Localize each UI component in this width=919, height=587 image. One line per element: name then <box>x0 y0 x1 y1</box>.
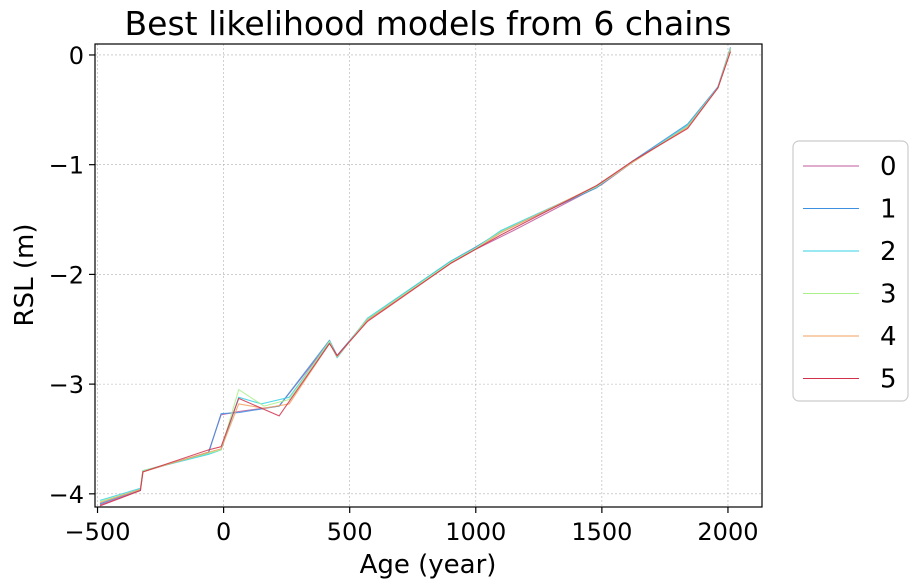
plot-frame <box>94 43 763 508</box>
y-axis-label: RSL (m) <box>10 224 40 327</box>
x-tick-label: 1000 <box>445 518 506 546</box>
legend-label-3: 3 <box>880 280 897 310</box>
legend-label-5: 5 <box>880 365 897 395</box>
legend: 0 1 2 3 4 5 <box>792 140 909 402</box>
y-tick-label: −4 <box>49 481 84 509</box>
x-tick-label: 1500 <box>571 518 632 546</box>
x-tick-label: 0 <box>216 518 231 546</box>
legend-label-4: 4 <box>880 322 897 352</box>
chart-title: Best likelihood models from 6 chains <box>125 4 732 43</box>
y-tick-label: 0 <box>69 42 84 70</box>
x-tick-label: −500 <box>65 518 131 546</box>
x-tick-label: 500 <box>327 518 373 546</box>
series-line-5 <box>99 51 732 507</box>
series-lines <box>99 47 732 507</box>
y-tick-label: −1 <box>49 152 84 180</box>
x-axis: −500 0 500 1000 1500 2000 <box>65 507 758 546</box>
plot-area <box>95 44 762 507</box>
grid <box>95 44 762 507</box>
series-line-4 <box>99 50 732 504</box>
y-axis: 0 −1 −2 −3 −4 <box>49 42 95 509</box>
y-tick-label: −3 <box>49 371 84 399</box>
x-axis-label: Age (year) <box>360 550 497 580</box>
legend-label-1: 1 <box>880 195 897 225</box>
legend-label-0: 0 <box>880 152 897 182</box>
legend-label-2: 2 <box>880 237 897 267</box>
y-tick-label: −2 <box>49 261 84 289</box>
x-tick-label: 2000 <box>697 518 758 546</box>
